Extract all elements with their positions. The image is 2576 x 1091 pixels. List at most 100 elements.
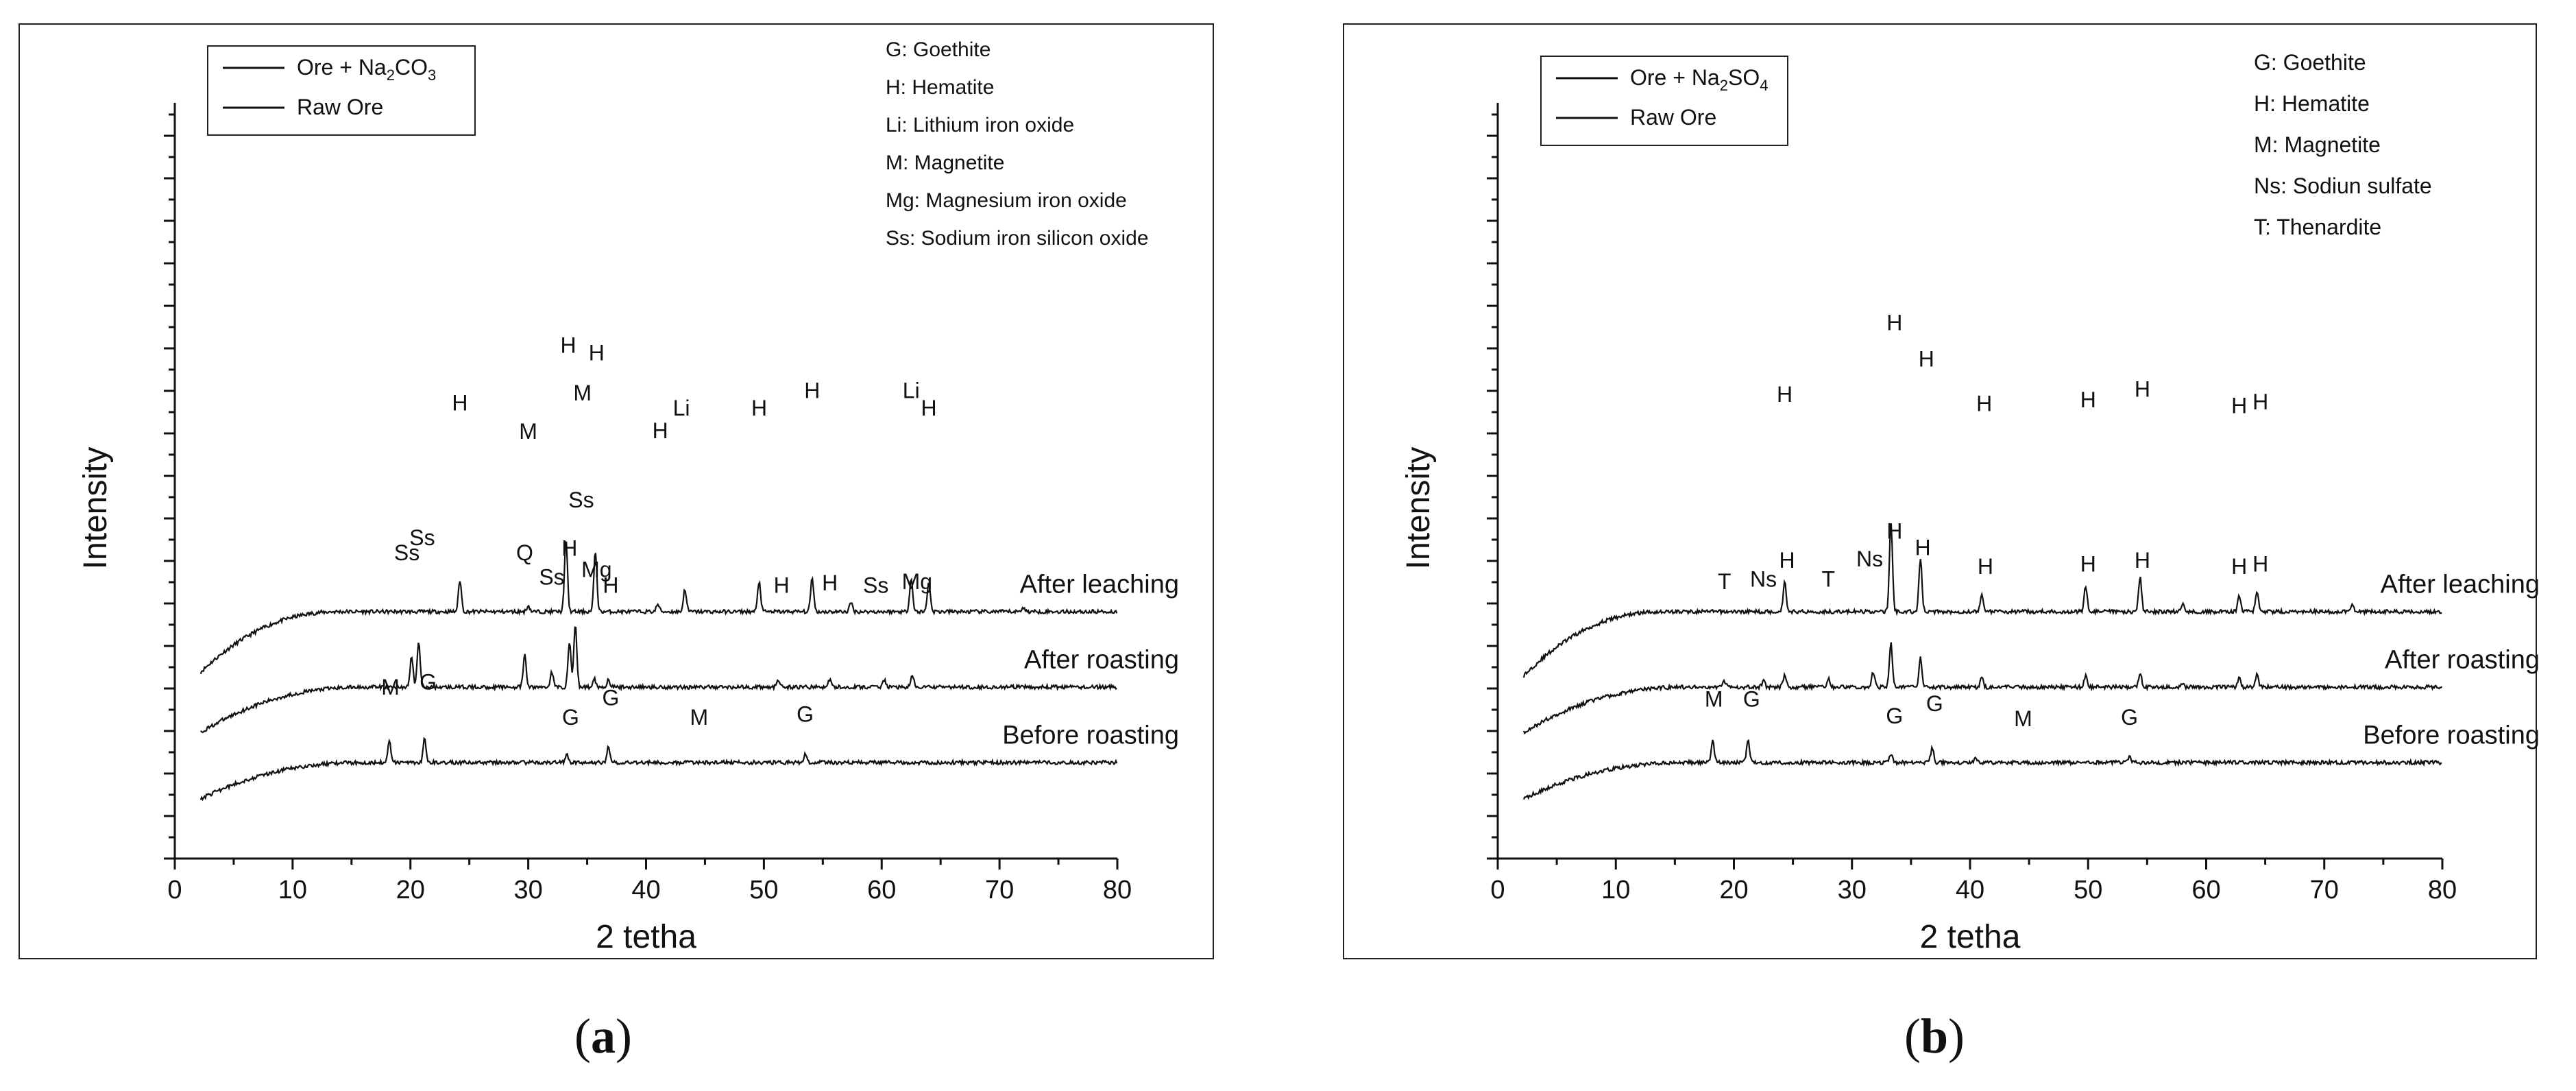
x-tick-label-0: 0 [1490, 876, 1505, 904]
legend-sub2: 3 [428, 67, 436, 84]
peak-label-M: M [381, 675, 400, 699]
x-tick-label-70: 70 [985, 876, 1014, 904]
peak-label-H: H [822, 571, 838, 595]
peak-label-H: H [653, 418, 668, 443]
peak-label-G: G [1926, 691, 1943, 716]
peak-label-Ns: Ns [1750, 567, 1777, 592]
x-tick-label-10: 10 [278, 876, 307, 904]
peak-label-M: M [1705, 687, 1723, 712]
panel-label-b: (b) [1904, 1009, 1965, 1064]
x-tick-label-70: 70 [2310, 876, 2339, 904]
peak-label-G: G [2121, 705, 2138, 730]
phase-key-item: M: Magnetite [2254, 132, 2381, 157]
peak-label-H: H [2080, 387, 2096, 412]
phase-key-item: Ns: Sodiun sulfate [2254, 173, 2432, 198]
chart-panel-a: 0 10 20 30 40 50 60 70 80 2 tetha Intensity Ore + N… [19, 23, 1214, 959]
peak-label-Ss: Ss [394, 540, 420, 565]
peak-label-G: G [602, 685, 619, 710]
legend: Ore + Na2SO4 Raw Ore [1540, 56, 1788, 146]
series-line [199, 541, 1118, 675]
phase-key-item: M: Magnetite [886, 152, 1004, 174]
peak-label-G: G [1886, 704, 1903, 728]
legend-sub2: 4 [1760, 77, 1768, 94]
x-tick-label-60: 60 [867, 876, 896, 904]
phase-key-item: Mg: Magnesium iron oxide [886, 189, 1127, 212]
peak-label-H: H [804, 379, 820, 403]
x-tick-label-30: 30 [1838, 876, 1867, 904]
peak-label-H: H [2080, 552, 2096, 577]
peak-label-H: H [2252, 552, 2268, 577]
peak-label-H: H [603, 573, 618, 598]
peak-label-Ss: Ss [568, 488, 594, 512]
series-line [1522, 523, 2442, 678]
x-axis-label: 2 tetha [596, 919, 696, 955]
phase-key-item: T: Thenardite [2254, 215, 2381, 239]
curve-label: Before roasting [1002, 721, 1179, 750]
peak-label-Li: Li [673, 396, 690, 420]
peak-label-Ss: Ss [539, 564, 564, 589]
x-tick-label-40: 40 [631, 876, 660, 904]
x-tick-label-80: 80 [1103, 876, 1132, 904]
curve-label: After leaching [1020, 571, 1179, 599]
peak-label-H: H [561, 333, 576, 358]
peak-label-Ns: Ns [1856, 547, 1883, 571]
y-axis-label: Intensity [1400, 447, 1437, 570]
legend-entry-0: Ore + Na2SO4 [1630, 65, 1768, 94]
peak-label-H: H [1976, 391, 1992, 416]
curve-label: After leaching [2381, 571, 2540, 599]
phase-key-item: H: Hematite [2254, 91, 2370, 116]
panel-frame [1343, 23, 2537, 959]
phase-key-item: Ss: Sodium iron silicon oxide [886, 227, 1149, 250]
peak-label-H: H [2135, 377, 2150, 402]
x-tick-label-60: 60 [2191, 876, 2220, 904]
x-tick-label-50: 50 [749, 876, 778, 904]
x-axis-label: 2 tetha [1920, 919, 2021, 955]
peak-label-Mg: Mg [902, 569, 932, 594]
peak-label-M: M [573, 381, 592, 405]
peak-label-G: G [1743, 687, 1760, 712]
phase-key-item: H: Hematite [886, 76, 994, 99]
phase-key-item: G: Goethite [2254, 50, 2366, 75]
peak-label-H: H [2252, 389, 2268, 414]
peak-label-T: T [1822, 567, 1836, 592]
y-axis-label: Intensity [77, 447, 114, 570]
series-line [1522, 642, 2443, 735]
legend-entry-1: Raw Ore [297, 95, 383, 119]
peak-label-H: H [1779, 548, 1795, 573]
peak-label-H: H [1886, 311, 1902, 335]
curve-label: After roasting [1024, 646, 1179, 675]
peak-label-H: H [751, 396, 767, 420]
peak-label-M: M [519, 419, 537, 444]
peak-label-G: G [562, 705, 579, 730]
curve-label: Before roasting [2363, 721, 2540, 750]
peak-label-Mg: Mg [581, 557, 611, 582]
x-tick-label-10: 10 [1601, 876, 1630, 904]
peak-label-H: H [2231, 394, 2247, 418]
peak-label-H: H [1978, 554, 1993, 579]
x-tick-label-0: 0 [167, 876, 182, 904]
peak-label-H: H [774, 573, 790, 598]
legend-entry-0: Ore + Na2CO3 [297, 55, 436, 84]
legend-entry-1: Raw Ore [1630, 105, 1716, 130]
series-line [199, 736, 1118, 802]
chart-panel-b: 0 10 20 30 40 50 60 70 80 2 tetha Intensity Ore + N… [1343, 23, 2540, 959]
peak-label-H: H [2135, 548, 2150, 573]
peak-label-G: G [420, 669, 437, 694]
x-tick-label-40: 40 [1956, 876, 1984, 904]
peak-label-Ss: Ss [409, 525, 435, 550]
x-tick-label-30: 30 [513, 876, 542, 904]
panel-frame [19, 23, 1214, 959]
peak-label-H: H [561, 536, 577, 561]
peak-label-Li: Li [903, 379, 920, 403]
legend-box [207, 45, 476, 136]
peak-label-T: T [1718, 569, 1731, 594]
peak-label-H: H [452, 390, 467, 415]
curve-label: After roasting [2385, 646, 2540, 675]
peak-label-Ss: Ss [863, 573, 888, 598]
